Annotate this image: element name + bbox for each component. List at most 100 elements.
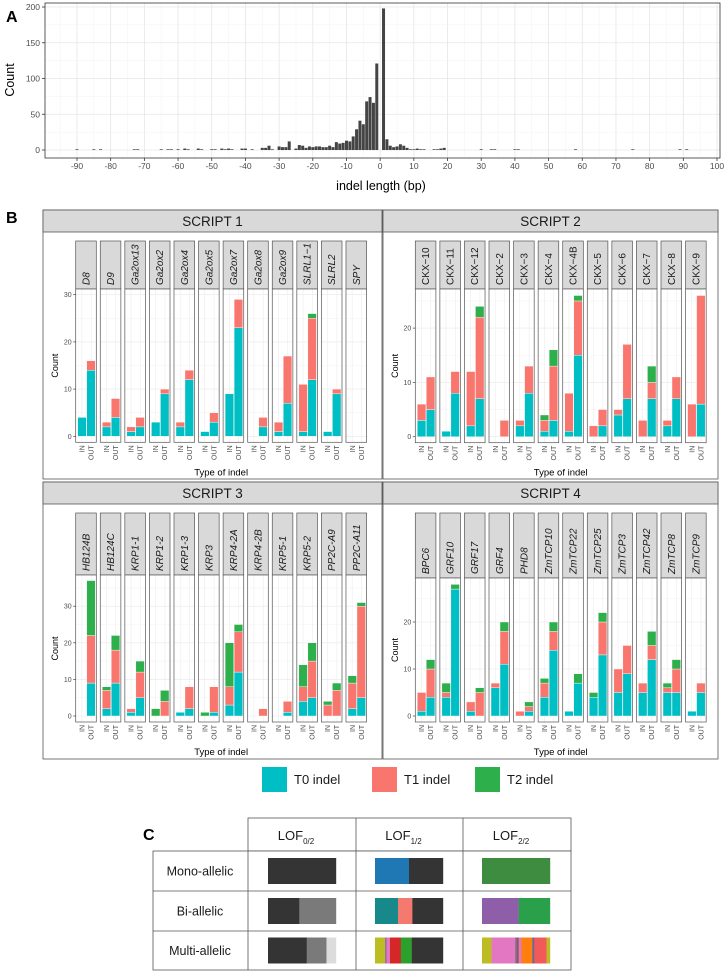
stacked-bar-segment (564, 711, 574, 717)
facet-plot-area (272, 575, 293, 722)
histogram-bar (99, 149, 103, 150)
histogram-bar (132, 149, 136, 150)
stacked-bar-segment (687, 403, 697, 437)
y-tick-label: 10 (404, 380, 412, 387)
x-tick-label: IN (517, 446, 524, 453)
facet-border (173, 288, 195, 443)
y-axis-title: Count (3, 63, 17, 97)
stacked-bar-segment (647, 659, 657, 717)
histogram-bar (318, 146, 322, 150)
stacked-bar-segment (662, 692, 672, 717)
gene-facet: KRP4-2B IN OUT (247, 512, 269, 740)
facet-border (586, 577, 609, 723)
stacked-bar-segment (687, 711, 697, 717)
x-axis-title: Type of indel (534, 747, 588, 758)
histogram-bar (223, 149, 227, 150)
facet-border (296, 574, 318, 723)
stacked-bar-segment (662, 687, 672, 693)
stacked-bar-segment (175, 421, 185, 428)
stacked-bar-segment (539, 682, 549, 698)
stacked-bar-segment (539, 697, 549, 717)
column-header-main: LOF (278, 828, 303, 843)
y-tick-label: 0 (68, 434, 72, 441)
gene-facet: Ga2ox7 IN OUT (222, 240, 245, 461)
histogram-bar (408, 149, 412, 150)
x-tick-label: OUT (502, 724, 509, 740)
histogram-bar (331, 147, 335, 150)
x-tick-label: OUT (576, 445, 583, 461)
facet-border (173, 574, 195, 723)
stacked-bar-segment (662, 420, 672, 427)
stacked-bar-segment (426, 659, 436, 670)
x-tick-label: IN (493, 446, 500, 453)
facet-border (537, 577, 560, 723)
gene-label: CKX−5 (593, 253, 604, 285)
gene-label: SLRL2 (327, 254, 338, 285)
stacked-bar-segment (598, 654, 608, 717)
legend-label: T0 indel (294, 772, 340, 787)
histogram-bar (395, 146, 399, 150)
stacked-bar-segment (696, 692, 706, 717)
stacked-bar-segment (417, 403, 427, 421)
x-tick-label: IN (202, 725, 209, 732)
stacked-bar-segment (209, 712, 219, 717)
gene-facet: CKX−10 IN OUT (414, 240, 437, 460)
allele-bar-segment (521, 937, 533, 964)
x-tick-label: IN (80, 725, 87, 732)
stacked-bar-segment (524, 701, 534, 707)
x-tick-label: OUT (236, 445, 243, 461)
histogram-bar (186, 149, 190, 150)
stacked-bar-segment (475, 398, 485, 437)
panel-title: SCRIPT 1 (182, 214, 243, 229)
stacked-bar-segment (111, 417, 121, 437)
x-tick-label: 20 (443, 161, 453, 171)
stacked-bar-segment (671, 376, 681, 399)
x-tick-label: IN (567, 725, 574, 732)
gene-facet: Ga2ox4 IN OUT (173, 240, 195, 460)
stacked-bar-segment (548, 621, 558, 632)
facet-plot-area (247, 575, 269, 722)
gene-label: SPY (352, 264, 363, 285)
stacked-bar-segment (126, 431, 136, 437)
histogram-bar (388, 145, 392, 150)
gene-label: GRF10 (446, 541, 457, 574)
gene-label: ZmTCP10 (544, 528, 555, 575)
histogram-bar (338, 143, 342, 150)
gene-facet: CKX−2 IN OUT (488, 240, 510, 460)
histogram-bar (311, 147, 315, 150)
gene-label: KRP1-1 (131, 536, 142, 571)
facet-border (222, 574, 245, 723)
panel-label-c: C (143, 827, 155, 844)
histogram-bar (358, 120, 362, 150)
x-tick-label: IN (276, 445, 283, 452)
gene-facet: CKX−3 IN OUT (513, 240, 535, 460)
histogram-bar (301, 145, 305, 150)
y-tick-label: 20 (64, 640, 72, 647)
stacked-bar-segment (450, 588, 460, 717)
panel-label-a: A (6, 9, 18, 26)
histogram-bar (375, 63, 379, 150)
stacked-bar-segment (160, 393, 170, 437)
stacked-bar-segment (426, 376, 436, 410)
gene-label: ZmTCP3 (618, 534, 629, 575)
facet-border (149, 288, 171, 443)
x-tick-label: OUT (576, 724, 583, 740)
facet-border (75, 574, 97, 723)
stacked-bar-segment (671, 668, 681, 693)
allele-bar-segment (268, 937, 307, 964)
x-tick-label: OUT (649, 724, 656, 740)
x-tick-label: OUT (600, 724, 607, 740)
gene-facet: PP2C-A11 IN OUT (345, 512, 367, 740)
x-tick-label: OUT (260, 724, 267, 740)
histogram-bar (169, 149, 173, 150)
allele-bar-segment (409, 858, 444, 884)
stacked-bar-segment (622, 673, 632, 717)
stacked-bar-segment (441, 692, 451, 698)
facet-border (537, 288, 560, 444)
stacked-bar-segment (102, 421, 112, 428)
facet-border (345, 288, 367, 443)
histogram-bar (92, 149, 96, 150)
gene-label: GRF17 (470, 541, 481, 574)
gene-facet: CKX−4 IN OUT (537, 240, 560, 460)
